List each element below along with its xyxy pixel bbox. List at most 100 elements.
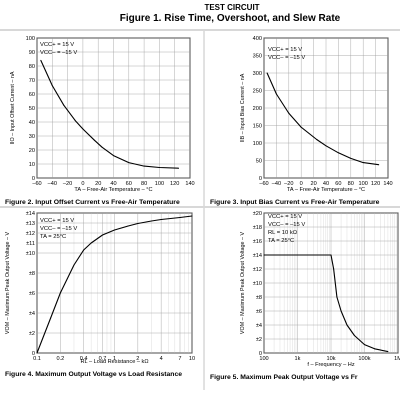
fig4-data-point [36,352,38,354]
fig2-x-tick-label: 80 [141,181,147,187]
fig2-y-tick-label: 50 [29,106,35,112]
fig4-y-tick-label: ±11 [26,241,35,247]
fig2-data-point [63,104,65,106]
fig4-condition-label: VCC+ = 15 V [40,218,74,224]
fig4-y-tick-label: ±12 [26,231,35,237]
fig3-data-point [378,164,380,166]
fig3-x-tick-label: 120 [371,181,380,187]
fig2-condition-label: VCC– = –15 V [40,50,77,56]
fig3-data-point [288,112,290,114]
fig2-chart: –60 –40 –20 0 20 40 60 80 100 120 140 0 10 20 30 40 50 60… [5,36,195,206]
fig2-data-point [158,167,160,168]
fig3-data-point [362,162,364,164]
fig4-data-point [73,264,75,266]
fig2-x-axis-label: TA – Free-Air Temperature – °C [74,187,152,193]
fig5-data-point [330,254,332,256]
fig5-y-tick-label: 0 [259,351,262,357]
fig3-x-tick-label: 140 [383,181,392,187]
fig5-caption: Figure 5. Maximum Peak Output Voltage vs… [210,374,358,381]
fig3-condition-label: VCC+ = 15 V [268,47,302,53]
header-subtitle: TEST CIRCUIT [204,3,259,12]
fig2-x-tick-label: 120 [170,181,179,187]
fig3-x-tick-label: 100 [359,181,368,187]
fig2-y-tick-label: 100 [26,36,35,42]
fig5-x-tick-label: 100k [358,356,370,362]
fig3-x-tick-label: –20 [284,181,293,187]
fig2-data-point [51,85,53,87]
fig4-y-tick-label: ±4 [29,311,35,317]
fig2-y-tick-label: 80 [29,64,35,70]
fig4-data-point [59,292,61,294]
fig5-data-point [346,324,348,326]
fig3-caption: Figure 3. Input Bias Current vs Free-Air… [210,199,380,206]
fig4-y-tick-label: ±13 [26,221,35,227]
fig4-condition-label: TA = 25°C [40,234,66,240]
fig3-series-line [266,72,379,166]
fig5-x-tick-label: 10k [326,356,335,362]
fig5-data-point [340,310,342,312]
fig4-y-axis-label: VOM – Maximum Peak Output Voltage – V [5,232,11,335]
fig2-y-tick-label: 20 [29,148,35,154]
fig3-y-axis-label: IIB – Input Bias Current – nA [240,73,246,142]
fig3-y-tick-label: 200 [253,106,262,112]
fig4-x-tick-label: 10 [189,356,195,362]
fig3-y-tick-label: 250 [253,89,262,95]
fig4-data-point [90,242,92,244]
fig3-x-tick-label: 80 [348,181,354,187]
fig5-x-tick-label: 1k [295,356,301,362]
fig5-condition-label: VCC– = –15 V [268,222,305,228]
fig5-y-axis-label: VOM – Maximum Peak Output Voltage – V [240,232,246,335]
fig3-x-tick-label: 40 [323,181,329,187]
fig4-data-point [137,223,139,224]
fig2-x-tick-label: 20 [95,181,101,187]
fig4-y-tick-label: ±8 [29,271,35,277]
fig3-x-tick-label: 20 [310,181,316,187]
fig5-x-tick-label: 1M [394,356,400,362]
fig3-x-tick-label: 0 [300,181,303,187]
fig3-x-tick-label: –40 [272,181,281,187]
fig3-data-point [275,93,277,95]
fig5-data-point [374,348,376,350]
fig4-x-tick-label: 7 [178,356,181,362]
fig5-y-tick-label: ±16 [253,239,262,245]
fig2-x-tick-label: –40 [48,181,57,187]
fig2-y-tick-label: 10 [29,162,35,168]
fig5-x-tick-label: 100 [259,356,268,362]
fig4-x-tick-label: 2 [136,356,139,362]
fig3-data-point [350,157,352,159]
fig5-y-tick-label: ±10 [253,281,262,287]
fig4-data-point [83,249,85,251]
fig3-y-tick-label: 350 [253,54,262,60]
fig4-x-tick-label: 0.7 [99,356,107,362]
fig5-y-tick-label: ±4 [256,323,262,329]
fig4-x-tick-label: 0.1 [33,356,41,362]
fig4-y-tick-label: ±6 [29,291,35,297]
fig3-data-point [325,145,327,147]
fig4-y-tick-label: ±2 [29,331,35,337]
fig5-y-tick-label: ±8 [256,295,262,301]
fig2-x-tick-label: 60 [126,181,132,187]
fig3-y-tick-label: 0 [259,176,262,182]
fig4-data-point [114,229,115,231]
fig5-x-axis-label: f – Frequency – Hz [307,362,354,368]
fig4-chart: 0.1 0.2 0.4 0.7 1 2 4 7 10 0 ±2 ±4 ±6 ±8 ±10 ±11 ±12 ±13 ±… [5,211,195,378]
fig4-y-tick-label: 0 [32,351,35,357]
fig3-x-tick-label: 60 [335,181,341,187]
fig3-y-tick-label: 100 [253,141,262,147]
fig4-caption: Figure 4. Maximum Output Voltage vs Load… [5,371,182,378]
fig4-x-tick-label: 4 [160,356,163,362]
fig5-data-point [333,268,335,270]
fig3-x-tick-label: –60 [259,181,268,187]
fig2-data-point [143,165,145,167]
fig2-y-tick-label: 70 [29,78,35,84]
fig2-x-tick-label: –60 [32,181,41,187]
fig5-y-tick-label: ±6 [256,309,262,315]
fig2-y-tick-label: 60 [29,92,35,98]
fig4-data-point [101,234,103,236]
fig3-x-axis-label: TA – Free-Air Temperature – °C [287,187,365,193]
fig2-data-point [113,155,114,157]
fig2-data-point [74,120,76,122]
fig2-data-point [82,128,84,130]
fig5-data-point [336,296,338,298]
fig3-y-tick-label: 400 [253,36,262,42]
